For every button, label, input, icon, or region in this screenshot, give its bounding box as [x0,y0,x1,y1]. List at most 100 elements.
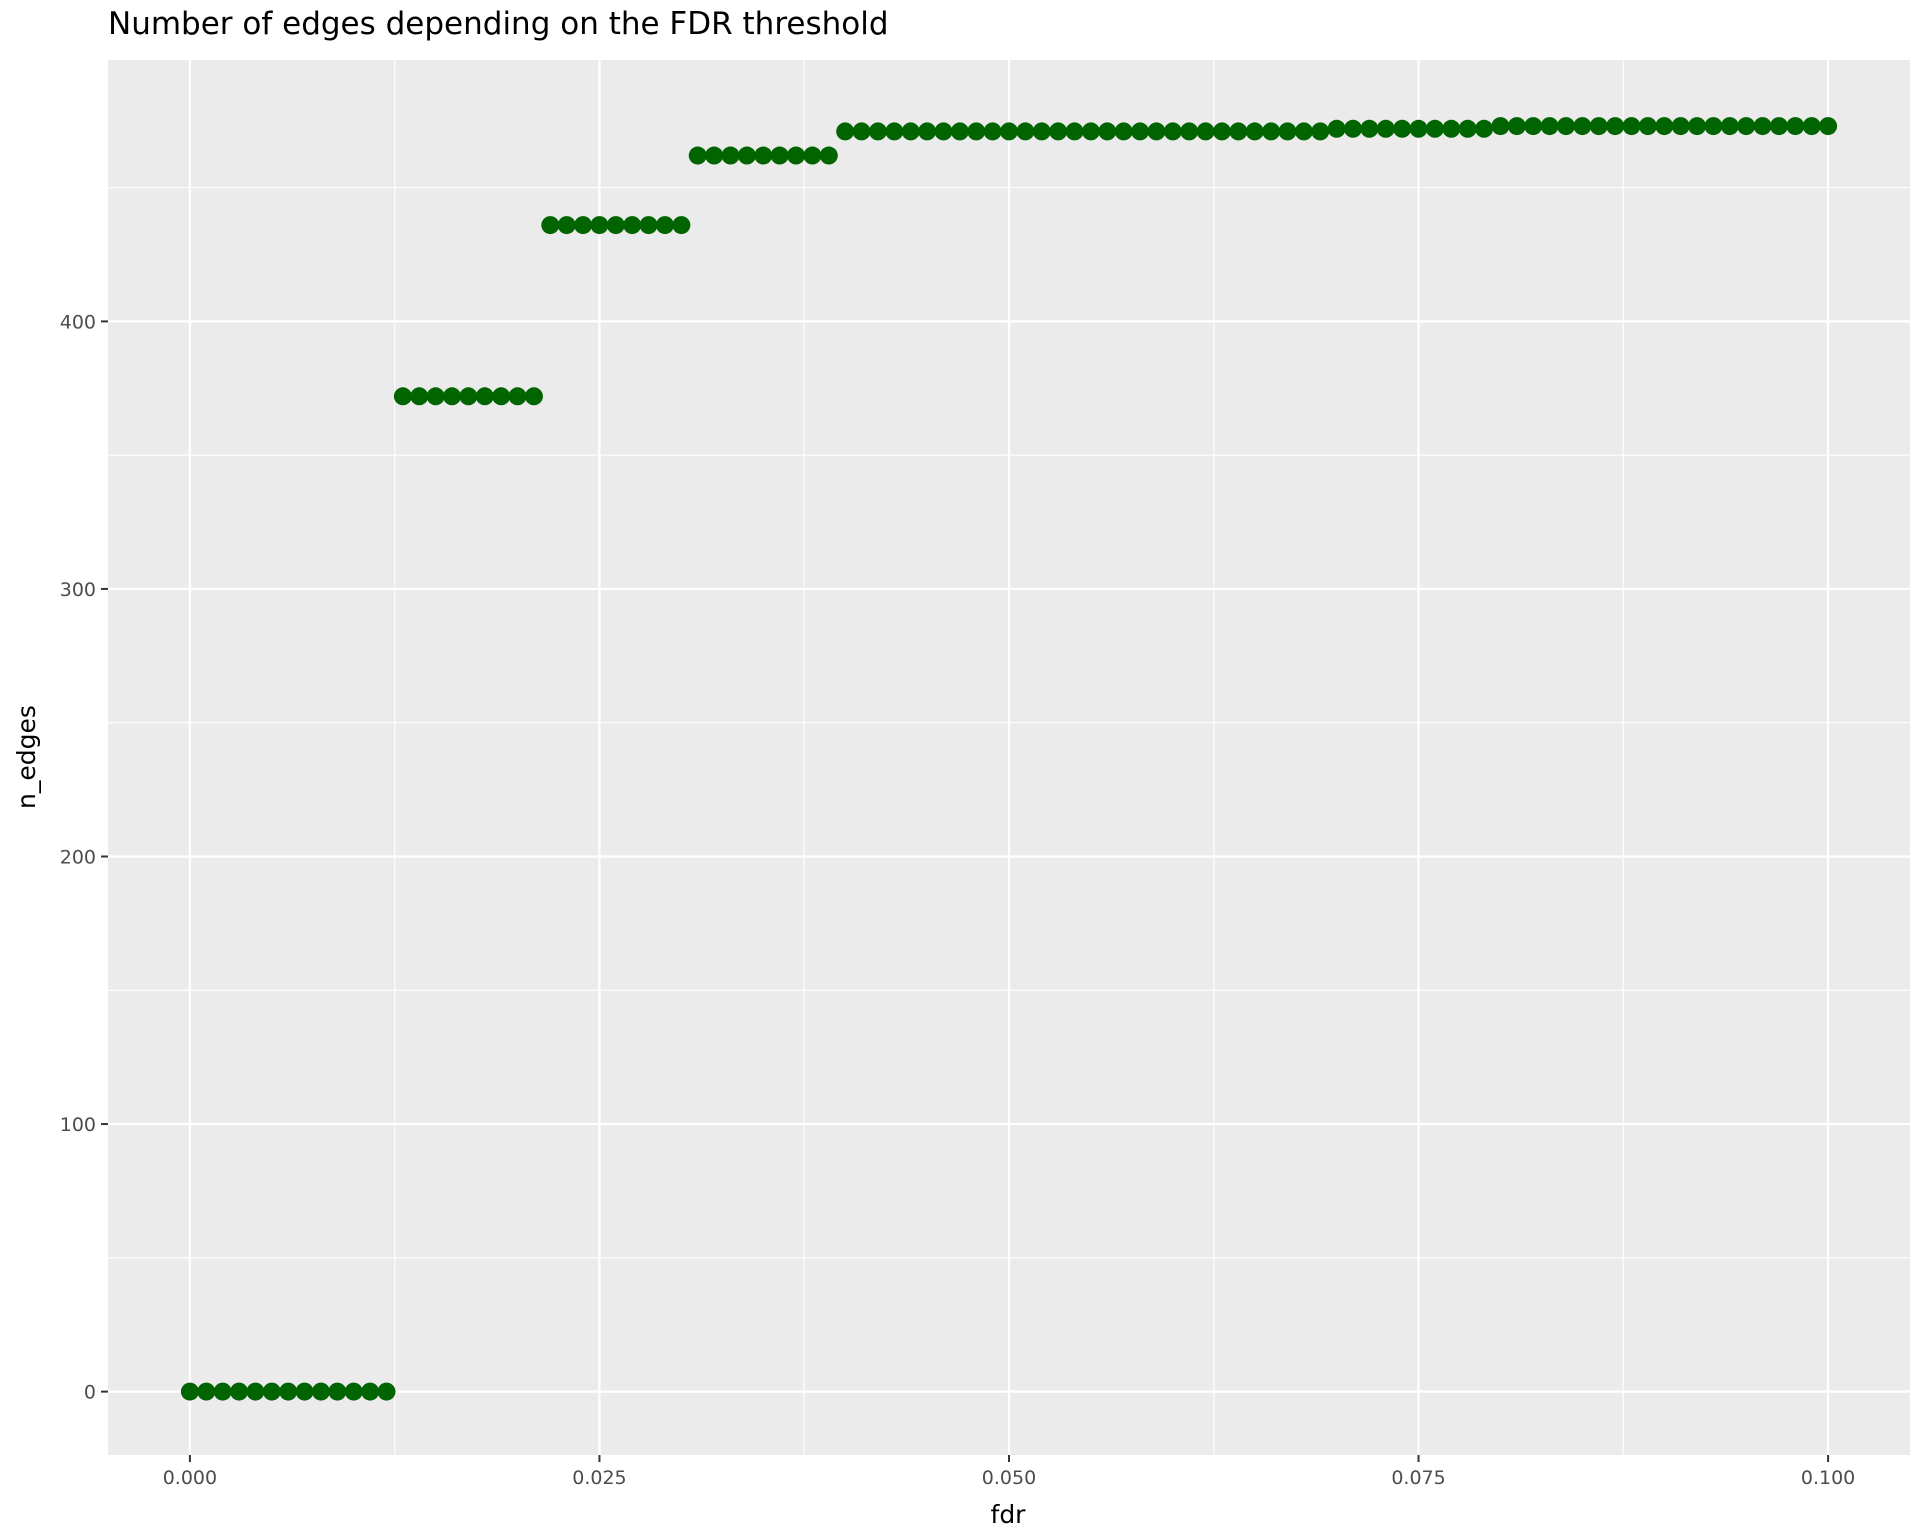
data-point [1507,117,1526,136]
data-point [574,216,593,235]
data-point [213,1382,232,1401]
data-point [1344,119,1363,138]
data-point [475,387,494,406]
data-point [1475,119,1494,138]
y-tick-label: 400 [60,311,96,333]
data-point [950,122,969,141]
data-point [1245,122,1264,141]
data-point [1425,119,1444,138]
data-point [1196,122,1215,141]
data-point [508,387,527,406]
data-point [180,1382,199,1401]
data-point [606,216,625,235]
data-point [868,122,887,141]
data-point [1032,122,1051,141]
data-point [279,1382,298,1401]
data-point [1131,122,1150,141]
data-point [1524,117,1543,136]
data-point [524,387,543,406]
data-point [1262,122,1281,141]
data-point [361,1382,380,1401]
data-point [1327,119,1346,138]
data-point [1540,117,1559,136]
data-point [934,122,953,141]
data-point [1114,122,1133,141]
data-point [721,146,740,165]
data-point [1573,117,1592,136]
data-point [705,146,724,165]
data-point [688,146,707,165]
data-point [852,122,871,141]
data-point [246,1382,265,1401]
data-point [885,122,904,141]
y-tick-label: 100 [60,1114,96,1136]
data-point [410,387,429,406]
data-point [983,122,1002,141]
data-point [1442,119,1461,138]
data-point [639,216,658,235]
data-point [1556,117,1575,136]
data-point [1622,117,1641,136]
y-tick-label: 0 [84,1382,96,1404]
data-point [459,387,478,406]
data-point [1786,117,1805,136]
data-point [819,146,838,165]
y-axis: 0 100 200 300 400 [60,311,108,1404]
x-axis: 0.000 0.025 0.050 0.075 0.100 [163,1455,1855,1489]
data-point [1589,117,1608,136]
data-point [1606,117,1625,136]
data-point [1212,122,1231,141]
data-point [836,122,855,141]
chart-title: Number of edges depending on the FDR thr… [108,6,889,42]
data-point [655,216,674,235]
data-point [541,216,560,235]
data-point [1802,117,1821,136]
data-point [918,122,937,141]
data-point [443,387,462,406]
x-tick-label: 0.050 [982,1467,1036,1489]
data-point [1819,117,1838,136]
data-point [1393,119,1412,138]
data-point [590,216,609,235]
data-point [1737,117,1756,136]
data-point [295,1382,314,1401]
data-point [754,146,773,165]
data-point [1360,119,1379,138]
data-point [1753,117,1772,136]
data-point [1409,119,1428,138]
data-point [787,146,806,165]
data-point [1458,119,1477,138]
x-tick-label: 0.100 [1801,1467,1855,1489]
data-point [1049,122,1068,141]
data-point [492,387,511,406]
y-axis-title: n_edges [12,705,41,809]
data-point [1311,122,1330,141]
data-point [1147,122,1166,141]
data-points [180,117,1838,1401]
data-point [1016,122,1035,141]
data-point [1769,117,1788,136]
data-point [1688,117,1707,136]
data-point [623,216,642,235]
data-point [737,146,756,165]
data-point [1720,117,1739,136]
data-point [262,1382,281,1401]
data-point [557,216,576,235]
data-point [1180,122,1199,141]
data-point [311,1382,330,1401]
data-point [901,122,920,141]
data-point [197,1382,216,1401]
data-point [426,387,445,406]
data-point [1671,117,1690,136]
data-point [1638,117,1657,136]
y-tick-label: 300 [60,579,96,601]
data-point [344,1382,363,1401]
data-point [1098,122,1117,141]
data-point [1376,119,1395,138]
y-tick-label: 200 [60,846,96,868]
data-point [1000,122,1018,141]
data-point [803,146,822,165]
data-point [1065,122,1084,141]
data-point [230,1382,249,1401]
